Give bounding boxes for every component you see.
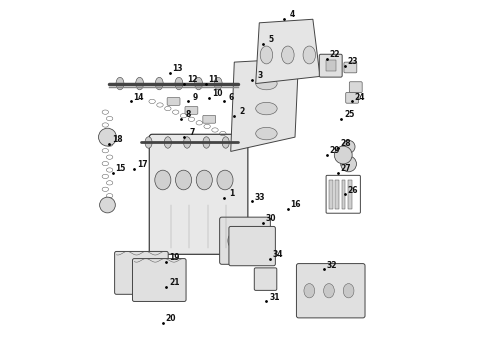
Circle shape bbox=[99, 197, 115, 213]
Text: 6: 6 bbox=[229, 93, 234, 102]
FancyBboxPatch shape bbox=[349, 82, 362, 93]
Ellipse shape bbox=[155, 170, 171, 190]
Ellipse shape bbox=[222, 137, 229, 148]
FancyBboxPatch shape bbox=[167, 98, 180, 105]
Ellipse shape bbox=[323, 284, 334, 298]
Text: 19: 19 bbox=[169, 253, 179, 262]
Polygon shape bbox=[256, 19, 320, 84]
Circle shape bbox=[342, 140, 355, 153]
Text: 29: 29 bbox=[330, 146, 340, 155]
FancyBboxPatch shape bbox=[319, 54, 342, 77]
Text: 22: 22 bbox=[330, 50, 340, 59]
Ellipse shape bbox=[304, 284, 315, 298]
Circle shape bbox=[334, 146, 352, 164]
Text: 23: 23 bbox=[347, 57, 358, 66]
Circle shape bbox=[341, 156, 356, 172]
Text: 21: 21 bbox=[169, 278, 179, 287]
Ellipse shape bbox=[256, 77, 277, 90]
Bar bbox=[329, 180, 333, 208]
FancyBboxPatch shape bbox=[220, 217, 270, 264]
Text: 28: 28 bbox=[341, 139, 351, 148]
FancyBboxPatch shape bbox=[185, 107, 198, 114]
Bar bbox=[326, 60, 336, 71]
Text: 3: 3 bbox=[257, 71, 263, 80]
FancyBboxPatch shape bbox=[149, 134, 248, 254]
FancyBboxPatch shape bbox=[132, 258, 186, 301]
Circle shape bbox=[98, 128, 117, 146]
FancyBboxPatch shape bbox=[115, 251, 168, 294]
Bar bbox=[335, 180, 339, 208]
Text: 24: 24 bbox=[355, 93, 365, 102]
Text: 10: 10 bbox=[212, 89, 222, 98]
FancyBboxPatch shape bbox=[254, 268, 277, 291]
Text: 12: 12 bbox=[187, 75, 197, 84]
Ellipse shape bbox=[196, 170, 212, 190]
Text: 30: 30 bbox=[266, 214, 276, 223]
Text: 31: 31 bbox=[269, 293, 279, 302]
FancyBboxPatch shape bbox=[346, 93, 359, 103]
FancyBboxPatch shape bbox=[203, 115, 216, 123]
Bar bbox=[342, 180, 345, 208]
Text: 26: 26 bbox=[347, 185, 358, 194]
Text: 33: 33 bbox=[255, 193, 265, 202]
Text: 11: 11 bbox=[208, 75, 219, 84]
Text: 16: 16 bbox=[291, 200, 301, 209]
Circle shape bbox=[228, 231, 248, 251]
Text: 15: 15 bbox=[116, 164, 126, 173]
Ellipse shape bbox=[256, 102, 277, 115]
Ellipse shape bbox=[155, 77, 163, 90]
Text: 18: 18 bbox=[112, 135, 122, 144]
Text: 14: 14 bbox=[133, 93, 144, 102]
Ellipse shape bbox=[136, 77, 144, 90]
Ellipse shape bbox=[175, 170, 192, 190]
Text: 4: 4 bbox=[290, 10, 295, 19]
Ellipse shape bbox=[195, 77, 202, 90]
FancyBboxPatch shape bbox=[344, 62, 357, 73]
Ellipse shape bbox=[116, 77, 124, 90]
Ellipse shape bbox=[303, 46, 316, 64]
Ellipse shape bbox=[145, 137, 152, 148]
Polygon shape bbox=[231, 59, 298, 152]
Text: 34: 34 bbox=[272, 250, 283, 259]
Text: 25: 25 bbox=[344, 111, 354, 120]
Text: 27: 27 bbox=[341, 164, 351, 173]
Bar bbox=[348, 180, 352, 208]
Text: 2: 2 bbox=[240, 107, 245, 116]
Text: 9: 9 bbox=[193, 93, 198, 102]
Ellipse shape bbox=[184, 137, 191, 148]
Text: 5: 5 bbox=[268, 36, 273, 45]
FancyBboxPatch shape bbox=[296, 264, 365, 318]
Ellipse shape bbox=[260, 46, 272, 64]
Text: 1: 1 bbox=[229, 189, 234, 198]
Text: 32: 32 bbox=[326, 261, 337, 270]
Text: 20: 20 bbox=[166, 314, 176, 323]
Ellipse shape bbox=[164, 137, 171, 148]
Text: 8: 8 bbox=[186, 111, 191, 120]
Text: 7: 7 bbox=[190, 129, 195, 138]
Ellipse shape bbox=[343, 284, 354, 298]
Circle shape bbox=[246, 233, 262, 249]
Text: 17: 17 bbox=[137, 161, 147, 170]
Ellipse shape bbox=[214, 77, 222, 90]
FancyBboxPatch shape bbox=[229, 226, 275, 266]
Ellipse shape bbox=[282, 46, 294, 64]
Ellipse shape bbox=[256, 127, 277, 140]
Ellipse shape bbox=[217, 170, 233, 190]
Ellipse shape bbox=[175, 77, 183, 90]
Ellipse shape bbox=[203, 137, 210, 148]
Text: 13: 13 bbox=[172, 64, 183, 73]
